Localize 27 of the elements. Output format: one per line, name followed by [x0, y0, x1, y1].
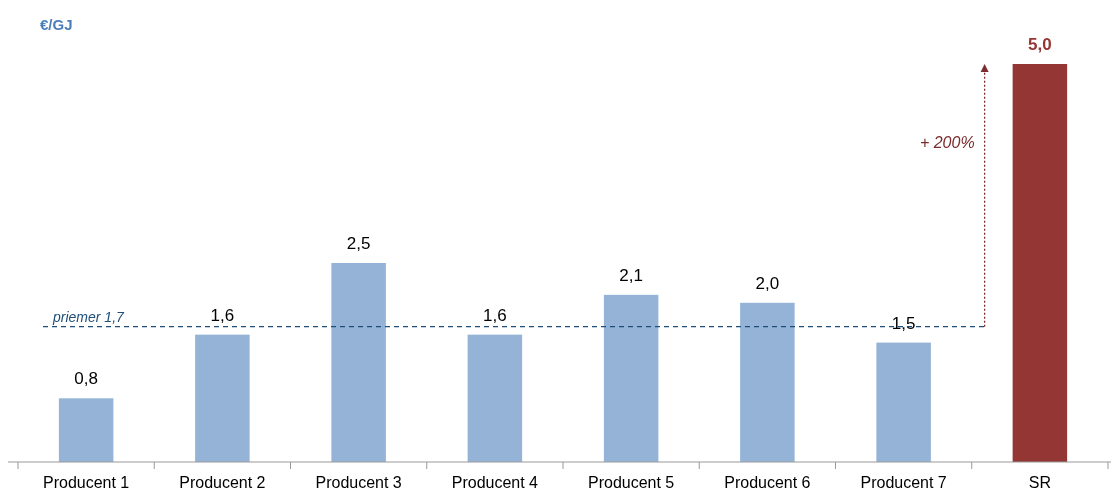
bar [1012, 64, 1068, 462]
data-label: 2,1 [619, 265, 643, 285]
bar [195, 334, 250, 462]
ref-line-label: priemer 1,7 [52, 308, 126, 325]
x-tick-label: Producent 3 [315, 474, 402, 491]
data-label: 1,6 [483, 305, 507, 325]
y-axis-title: €/GJ [40, 16, 73, 33]
x-tick-label: Producent 6 [724, 474, 811, 491]
x-tick-label: SR [1028, 474, 1051, 491]
bar [58, 398, 114, 462]
bar [331, 263, 386, 462]
x-tick-label: Producent 7 [860, 474, 947, 491]
bar [740, 302, 795, 462]
x-tick-label: Producent 5 [587, 474, 675, 491]
data-label: 1,5 [891, 313, 916, 333]
data-label: 1,6 [210, 305, 235, 325]
x-tick-label: Producent 1 [42, 474, 130, 491]
data-label: 5,0 [1028, 35, 1052, 54]
data-label: 2,0 [755, 273, 780, 293]
bar [603, 294, 659, 462]
x-tick-label: Producent 2 [179, 474, 266, 491]
annotation: + 200% [919, 134, 975, 151]
x-tick-label: Producent 4 [451, 474, 539, 491]
bar [876, 342, 931, 462]
data-label: 2,5 [346, 234, 371, 253]
bar [467, 334, 523, 462]
data-label: 0,8 [74, 369, 98, 389]
